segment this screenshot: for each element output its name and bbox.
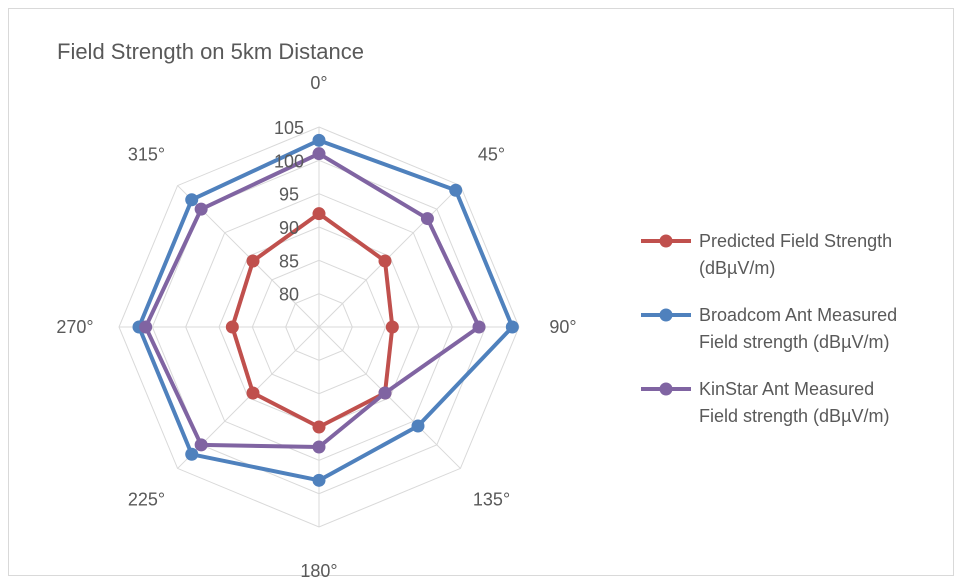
axis-label-6: 270° <box>56 317 93 337</box>
series-1-point-7 <box>185 193 199 207</box>
series-0-point-5 <box>246 386 260 400</box>
legend-swatch-marker-0 <box>659 234 673 248</box>
legend-label-0-line-0: Predicted Field Strength <box>699 231 892 251</box>
axis-labels: 0° 45° 90° 135° 180° 225° 270° 315° <box>56 73 576 577</box>
legend-label-2-line-0: KinStar Ant Measured <box>699 379 874 399</box>
chart-frame: Field Strength on 5km Distance 80 85 90 95 1… <box>8 8 954 577</box>
series-2-point-3 <box>378 386 392 400</box>
series-1-point-4 <box>312 473 326 487</box>
axis-label-0: 0° <box>310 73 327 93</box>
series-1-point-3 <box>411 419 425 433</box>
series-0-point-7 <box>246 254 260 268</box>
series-1-point-5 <box>185 447 199 461</box>
tick-label-5: 105 <box>274 118 304 138</box>
spoke-3 <box>318 326 461 469</box>
series-0-point-1 <box>378 254 392 268</box>
legend-swatch-marker-1 <box>659 308 673 322</box>
legend-label-2-line-1: Field strength (dBµV/m) <box>699 406 889 426</box>
series-1-point-2 <box>505 320 519 334</box>
series-2-point-2 <box>472 320 486 334</box>
series-0 <box>225 207 399 434</box>
series-0-point-0 <box>312 207 326 221</box>
axis-label-3: 135° <box>473 490 510 510</box>
legend-item-2: KinStar Ant Measured Field strength (dBµV… <box>641 379 889 426</box>
tick-label-4: 100 <box>274 151 304 171</box>
series-2-point-4 <box>312 440 326 454</box>
legend-label-1-line-0: Broadcom Ant Measured <box>699 305 897 325</box>
series-0-point-4 <box>312 420 326 434</box>
tick-label-0: 80 <box>279 285 299 305</box>
spoke-1 <box>318 185 461 328</box>
series-layer <box>132 133 519 487</box>
series-2 <box>139 147 486 454</box>
series-2-point-5 <box>194 438 208 452</box>
series-0-point-2 <box>385 320 399 334</box>
legend-swatch-marker-2 <box>659 382 673 396</box>
tick-label-1: 85 <box>279 251 299 271</box>
axis-label-1: 45° <box>478 144 505 164</box>
legend-label-0-line-1: (dBµV/m) <box>699 258 775 278</box>
tick-label-2: 90 <box>279 218 299 238</box>
series-2-point-1 <box>420 212 434 226</box>
axis-label-5: 225° <box>128 490 165 510</box>
axis-label-2: 90° <box>549 317 576 337</box>
tick-label-3: 95 <box>279 185 299 205</box>
series-0-point-6 <box>225 320 239 334</box>
series-2-point-0 <box>312 147 326 161</box>
series-2-point-6 <box>139 320 153 334</box>
series-1-point-1 <box>449 183 463 197</box>
radar-chart: Field Strength on 5km Distance 80 85 90 95 1… <box>56 39 897 577</box>
axis-label-4: 180° <box>300 561 337 577</box>
legend-item-0: Predicted Field Strength (dBµV/m) <box>641 231 892 278</box>
legend-label-1-line-1: Field strength (dBµV/m) <box>699 332 889 352</box>
axis-label-7: 315° <box>128 144 165 164</box>
series-2-point-7 <box>194 202 208 216</box>
series-1-point-0 <box>312 133 326 147</box>
legend-item-1: Broadcom Ant Measured Field strength (dBµ… <box>641 305 897 352</box>
legend: Predicted Field Strength (dBµV/m) Broadcom… <box>641 231 897 426</box>
chart-title: Field Strength on 5km Distance <box>57 39 364 64</box>
tick-labels: 80 85 90 95 100 105 <box>274 118 304 305</box>
series-1 <box>132 133 519 487</box>
